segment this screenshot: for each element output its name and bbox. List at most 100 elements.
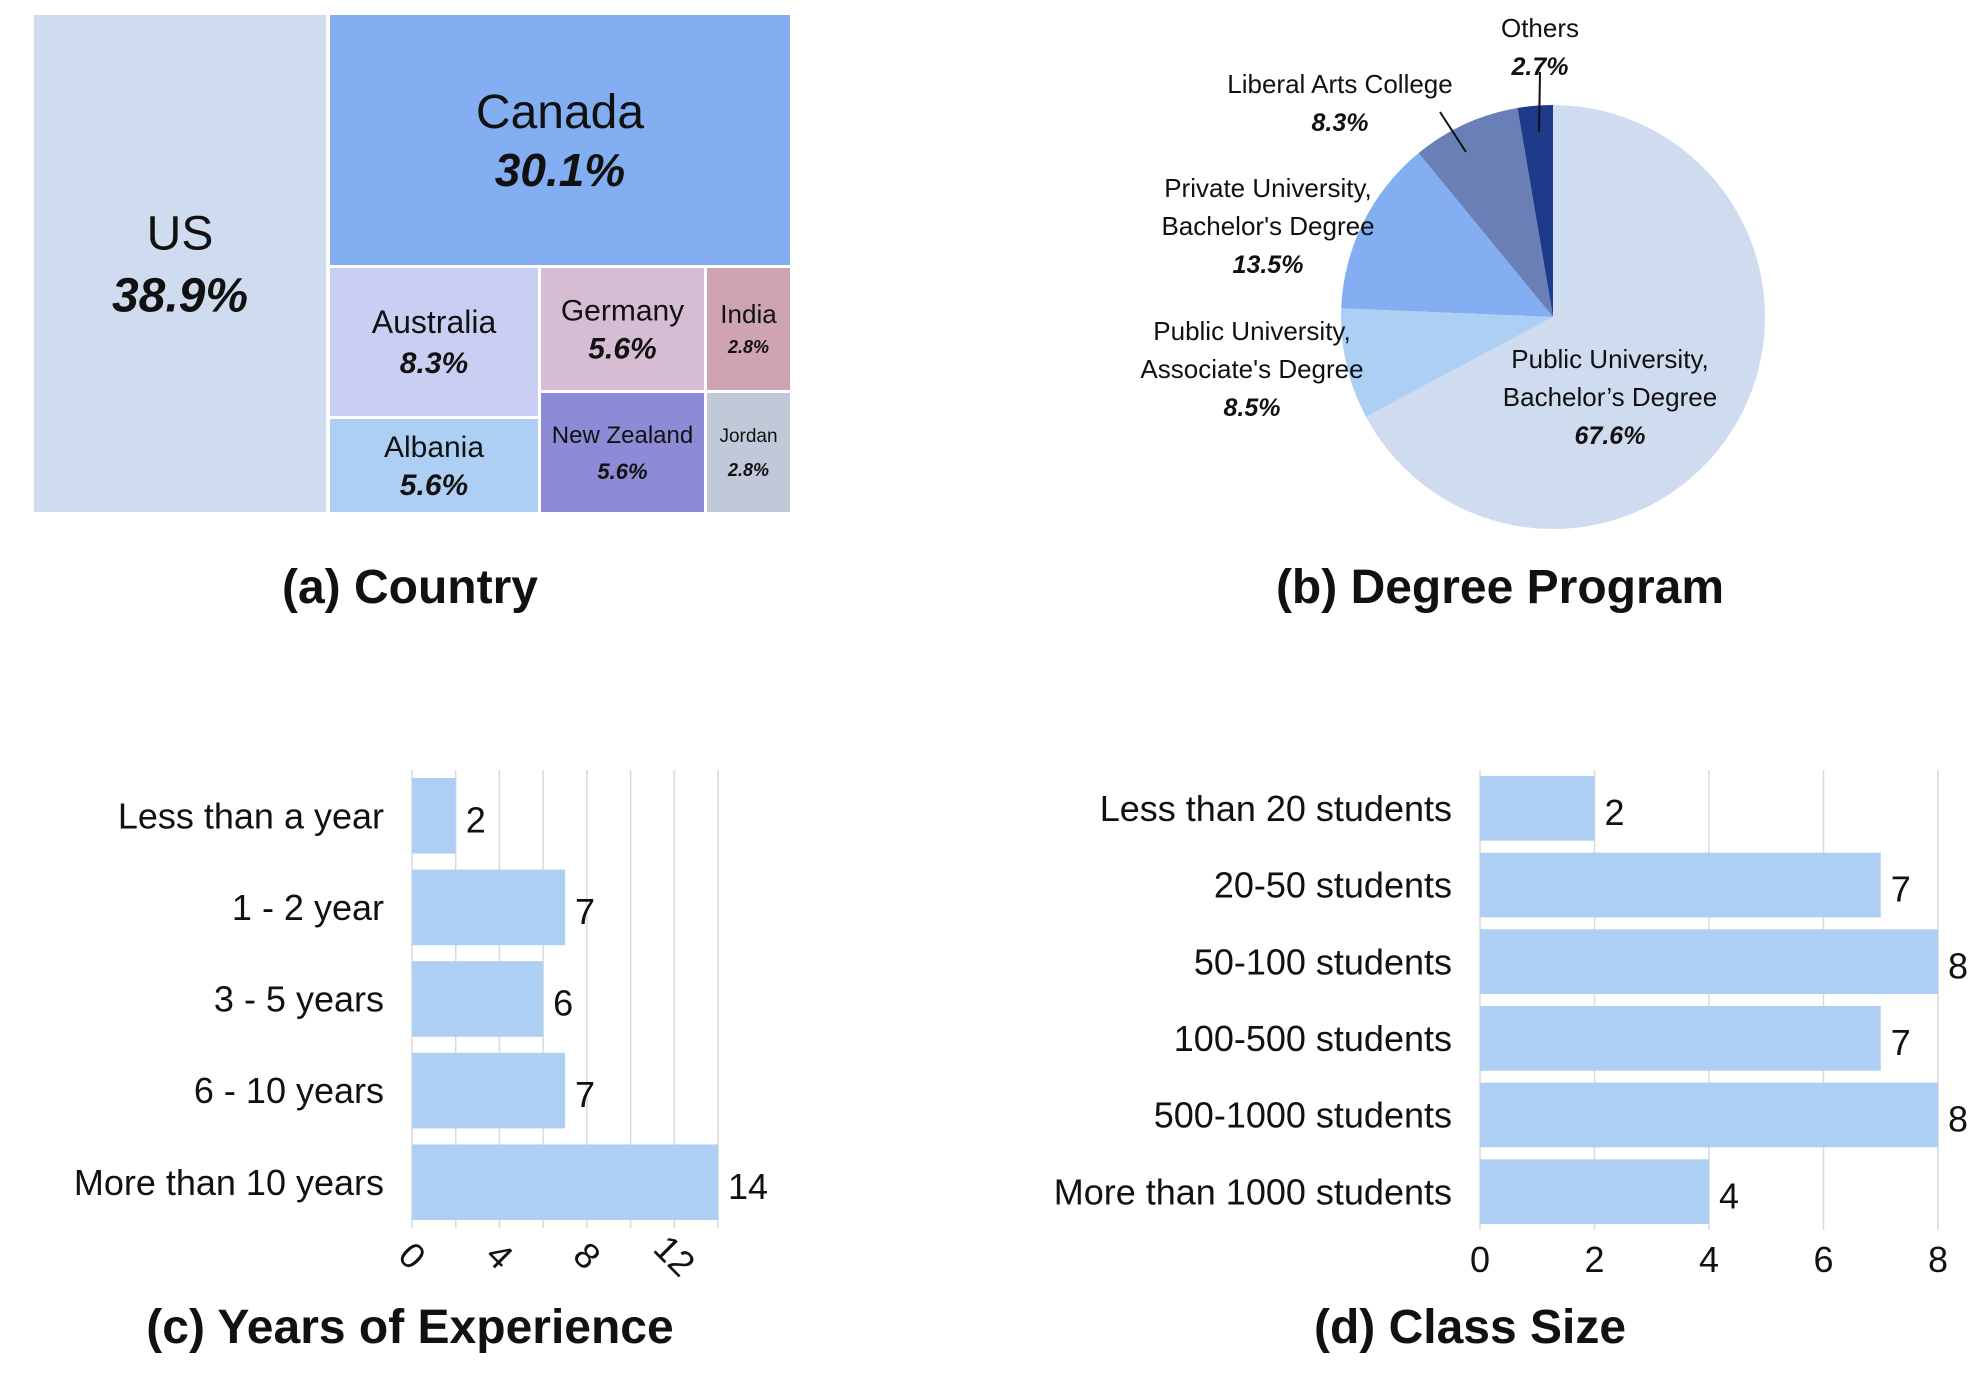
tick-label-3: 12 — [646, 1227, 703, 1284]
pie-label-1-line-0: Liberal Arts College — [1227, 69, 1452, 99]
caption-degree: (b) Degree Program — [1275, 561, 1725, 614]
tick-label-2: 4 — [1699, 1239, 1719, 1280]
pie-label-2-line-0: Private University, — [1164, 173, 1372, 203]
treemap-value-us: 38.9% — [112, 269, 248, 322]
treemap-value-new-zealand: 5.6% — [597, 459, 647, 484]
tick-label-1: 2 — [1584, 1239, 1604, 1280]
treemap-value-india: 2.8% — [727, 337, 769, 357]
treemap-value-jordan: 2.8% — [727, 460, 769, 480]
category-label-5: More than 1000 students — [1054, 1171, 1452, 1212]
treemap-value-australia: 8.3% — [400, 347, 468, 380]
pie-leader-0 — [1538, 71, 1541, 133]
pie-value-1: 8.3% — [1312, 109, 1369, 137]
pie-slice-0 — [1517, 105, 1553, 317]
category-label-1: 1 - 2 year — [232, 887, 384, 928]
category-label-3: 100-500 students — [1174, 1018, 1452, 1059]
pie-value-4: 67.6% — [1575, 422, 1646, 450]
pie-label-2-line-1: Bachelor's Degree — [1161, 211, 1374, 241]
tick-label-4: 8 — [1928, 1239, 1948, 1280]
treemap-label-us: US — [147, 207, 214, 260]
tick-label-3: 6 — [1813, 1239, 1833, 1280]
treemap-value-albania: 5.6% — [400, 469, 468, 502]
tick-label-0: 0 — [391, 1234, 434, 1277]
value-label-1: 7 — [575, 891, 595, 932]
tick-label-0: 0 — [1470, 1239, 1490, 1280]
bar-2 — [412, 961, 544, 1037]
pie-label-group-2: Private University, Bachelor's Degree 13.5… — [1161, 173, 1374, 279]
category-label-0: Less than a year — [118, 795, 384, 836]
pie-label-group-1: Liberal Arts College 8.3% — [1227, 69, 1467, 153]
treemap-cell-new-zealand: New Zealand 5.6% — [541, 393, 704, 512]
category-label-2: 3 - 5 years — [214, 979, 384, 1020]
bar-4 — [1480, 1082, 1938, 1148]
class-size-bar-chart: Less than 20 students 2 20-50 students 7 50-… — [1054, 770, 1968, 1280]
bar-3 — [1480, 1006, 1881, 1071]
value-label-4: 8 — [1948, 1099, 1968, 1140]
treemap-rect-jordan — [707, 393, 790, 512]
pie-slice-2 — [1341, 153, 1553, 317]
pie-label-3-line-0: Public University, — [1153, 316, 1350, 346]
treemap-rect-germany — [541, 268, 704, 390]
value-label-4: 14 — [728, 1166, 768, 1207]
treemap-rect-albania — [330, 419, 538, 512]
value-label-0: 2 — [1605, 792, 1625, 833]
treemap-rect-canada — [330, 15, 790, 265]
value-label-3: 7 — [1891, 1022, 1911, 1063]
pie-label-group-4: Public University, Bachelor’s Degree 67.6% — [1503, 344, 1717, 450]
treemap-cell-australia: Australia 8.3% — [330, 268, 538, 416]
pie-label-3-line-1: Associate's Degree — [1140, 354, 1363, 384]
treemap-label-germany: Germany — [561, 295, 684, 328]
experience-bar-chart: Less than a year 2 1 - 2 year 7 3 - 5 years 6… — [74, 770, 768, 1284]
value-label-0: 2 — [466, 799, 486, 840]
treemap-label-new-zealand: New Zealand — [552, 422, 693, 449]
treemap-rect-us — [34, 15, 326, 512]
treemap-rect-india — [707, 268, 790, 390]
bar-0 — [412, 778, 456, 854]
tick-label-1: 4 — [478, 1234, 521, 1277]
bar-4 — [412, 1144, 718, 1220]
treemap-label-albania: Albania — [384, 431, 484, 464]
treemap-cell-jordan: Jordan 2.8% — [707, 393, 790, 512]
pie-slice-4 — [1365, 105, 1765, 529]
value-label-3: 7 — [575, 1074, 595, 1115]
treemap-value-germany: 5.6% — [588, 333, 656, 366]
treemap-cell-germany: Germany 5.6% — [541, 268, 704, 390]
pie-value-3: 8.5% — [1224, 394, 1281, 422]
treemap-cell-india: India 2.8% — [707, 268, 790, 390]
treemap-label-australia: Australia — [372, 304, 497, 340]
value-label-2: 8 — [1948, 945, 1968, 986]
pie-value-2: 13.5% — [1233, 251, 1304, 279]
bar-5 — [1480, 1159, 1709, 1224]
treemap-cell-albania: Albania 5.6% — [330, 419, 538, 512]
category-label-4: More than 10 years — [74, 1162, 384, 1203]
category-label-1: 20-50 students — [1214, 865, 1452, 906]
bar-3 — [412, 1052, 565, 1129]
caption-experience: (c) Years of Experience — [146, 1301, 674, 1354]
treemap-rect-new-zealand — [541, 393, 704, 512]
value-label-1: 7 — [1891, 869, 1911, 910]
bar-0 — [1480, 776, 1595, 841]
bar-1 — [1480, 852, 1881, 918]
pie-label-4-line-1: Bachelor’s Degree — [1503, 382, 1717, 412]
treemap-label-jordan: Jordan — [719, 426, 777, 447]
treemap-label-canada: Canada — [476, 86, 644, 139]
treemap-cell-us: US 38.9% — [34, 15, 326, 512]
value-label-2: 6 — [553, 983, 573, 1024]
pie-slice-3 — [1341, 308, 1553, 417]
category-label-3: 6 - 10 years — [194, 1070, 384, 1111]
pie-label-0-line-0: Others — [1501, 13, 1579, 43]
caption-country: (a) Country — [282, 561, 538, 614]
category-label-2: 50-100 students — [1194, 941, 1452, 982]
caption-class-size: (d) Class Size — [1313, 1301, 1627, 1354]
bar-2 — [1480, 929, 1938, 994]
treemap-value-canada: 30.1% — [495, 144, 625, 196]
pie-label-group-3: Public University, Associate's Degree 8.5% — [1140, 316, 1363, 422]
value-label-5: 4 — [1719, 1175, 1739, 1216]
pie-slice-1 — [1418, 108, 1553, 318]
bar-1 — [412, 869, 565, 946]
pie-label-4-line-0: Public University, — [1511, 344, 1708, 374]
